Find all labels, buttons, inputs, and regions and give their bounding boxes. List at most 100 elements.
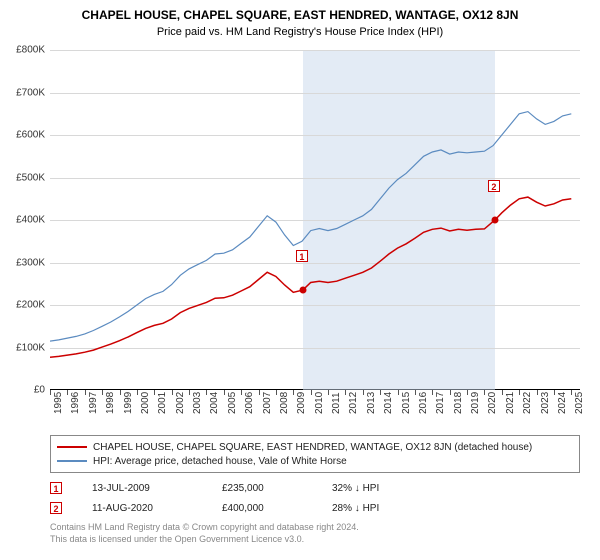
x-tick bbox=[259, 390, 260, 395]
y-axis-label: £700K bbox=[16, 87, 45, 98]
sale-marker-box-1: 1 bbox=[296, 250, 308, 262]
x-tick bbox=[537, 390, 538, 395]
sale-date-1: 13-JUL-2009 bbox=[92, 483, 192, 494]
x-axis-label: 2018 bbox=[453, 392, 464, 414]
sale-date-2: 11-AUG-2020 bbox=[92, 503, 192, 514]
x-axis-label: 2000 bbox=[140, 392, 151, 414]
footer-attribution: Contains HM Land Registry data © Crown c… bbox=[50, 522, 359, 545]
x-tick bbox=[554, 390, 555, 395]
sale-marker-box-2: 2 bbox=[488, 180, 500, 192]
x-axis-label: 1996 bbox=[70, 392, 81, 414]
x-tick bbox=[102, 390, 103, 395]
x-axis-label: 1995 bbox=[53, 392, 64, 414]
chart-title: CHAPEL HOUSE, CHAPEL SQUARE, EAST HENDRE… bbox=[0, 0, 600, 22]
x-axis-label: 2003 bbox=[192, 392, 203, 414]
x-axis-label: 2024 bbox=[557, 392, 568, 414]
sale-price-2: £400,000 bbox=[222, 503, 302, 514]
legend-swatch-property bbox=[57, 446, 87, 448]
x-axis-label: 2005 bbox=[227, 392, 238, 414]
x-tick bbox=[571, 390, 572, 395]
x-tick bbox=[450, 390, 451, 395]
x-tick bbox=[172, 390, 173, 395]
chart-subtitle: Price paid vs. HM Land Registry's House … bbox=[0, 22, 600, 38]
x-axis-label: 2015 bbox=[401, 392, 412, 414]
plot-region: 12 bbox=[50, 50, 580, 390]
legend-row-hpi: HPI: Average price, detached house, Vale… bbox=[57, 454, 573, 468]
chart-area: 12 £0£100K£200K£300K£400K£500K£600K£700K… bbox=[50, 50, 580, 420]
x-axis-label: 2008 bbox=[279, 392, 290, 414]
x-axis-label: 2020 bbox=[487, 392, 498, 414]
x-axis-label: 2012 bbox=[348, 392, 359, 414]
x-tick bbox=[363, 390, 364, 395]
x-axis-label: 1998 bbox=[105, 392, 116, 414]
x-axis-label: 2023 bbox=[540, 392, 551, 414]
x-tick bbox=[432, 390, 433, 395]
x-tick bbox=[85, 390, 86, 395]
sales-row-1: 1 13-JUL-2009 £235,000 32% ↓ HPI bbox=[50, 478, 580, 498]
x-tick bbox=[484, 390, 485, 395]
x-tick bbox=[502, 390, 503, 395]
x-tick bbox=[137, 390, 138, 395]
sales-table: 1 13-JUL-2009 £235,000 32% ↓ HPI 2 11-AU… bbox=[50, 478, 580, 518]
footer-line-2: This data is licensed under the Open Gov… bbox=[50, 534, 359, 546]
x-axis-label: 2014 bbox=[383, 392, 394, 414]
x-tick bbox=[519, 390, 520, 395]
x-tick bbox=[415, 390, 416, 395]
x-tick bbox=[241, 390, 242, 395]
x-axis-label: 2009 bbox=[296, 392, 307, 414]
y-axis-label: £200K bbox=[16, 300, 45, 311]
x-tick bbox=[224, 390, 225, 395]
x-axis-label: 1999 bbox=[123, 392, 134, 414]
sale-dot-2 bbox=[491, 217, 498, 224]
x-tick bbox=[206, 390, 207, 395]
y-axis-label: £600K bbox=[16, 130, 45, 141]
footer-line-1: Contains HM Land Registry data © Crown c… bbox=[50, 522, 359, 534]
x-axis-label: 2017 bbox=[435, 392, 446, 414]
x-axis-label: 2016 bbox=[418, 392, 429, 414]
sale-price-1: £235,000 bbox=[222, 483, 302, 494]
y-axis-label: £100K bbox=[16, 342, 45, 353]
x-axis-label: 2011 bbox=[331, 392, 342, 414]
x-axis-label: 2021 bbox=[505, 392, 516, 414]
x-tick bbox=[120, 390, 121, 395]
x-tick bbox=[154, 390, 155, 395]
x-axis-label: 2025 bbox=[574, 392, 585, 414]
sale-dot-1 bbox=[299, 287, 306, 294]
x-axis-label: 2007 bbox=[262, 392, 273, 414]
x-axis-label: 2002 bbox=[175, 392, 186, 414]
y-axis-label: £0 bbox=[34, 385, 45, 396]
x-tick bbox=[311, 390, 312, 395]
x-axis-label: 2019 bbox=[470, 392, 481, 414]
x-axis-label: 2006 bbox=[244, 392, 255, 414]
x-tick bbox=[276, 390, 277, 395]
x-tick bbox=[398, 390, 399, 395]
sale-delta-2: 28% ↓ HPI bbox=[332, 503, 432, 514]
legend-label-property: CHAPEL HOUSE, CHAPEL SQUARE, EAST HENDRE… bbox=[93, 442, 532, 453]
x-axis-label: 2022 bbox=[522, 392, 533, 414]
legend-swatch-hpi bbox=[57, 460, 87, 462]
x-tick bbox=[345, 390, 346, 395]
y-axis-label: £500K bbox=[16, 172, 45, 183]
x-tick bbox=[467, 390, 468, 395]
x-axis-label: 2013 bbox=[366, 392, 377, 414]
legend-row-property: CHAPEL HOUSE, CHAPEL SQUARE, EAST HENDRE… bbox=[57, 440, 573, 454]
x-axis-label: 2010 bbox=[314, 392, 325, 414]
x-tick bbox=[50, 390, 51, 395]
y-axis-label: £800K bbox=[16, 45, 45, 56]
x-tick bbox=[380, 390, 381, 395]
x-axis-label: 2001 bbox=[157, 392, 168, 414]
series-line-hpi bbox=[50, 112, 571, 342]
x-axis-label: 2004 bbox=[209, 392, 220, 414]
legend-box: CHAPEL HOUSE, CHAPEL SQUARE, EAST HENDRE… bbox=[50, 435, 580, 473]
chart-container: CHAPEL HOUSE, CHAPEL SQUARE, EAST HENDRE… bbox=[0, 0, 600, 560]
sales-row-2: 2 11-AUG-2020 £400,000 28% ↓ HPI bbox=[50, 498, 580, 518]
x-tick bbox=[328, 390, 329, 395]
y-axis-label: £400K bbox=[16, 215, 45, 226]
x-tick bbox=[293, 390, 294, 395]
legend-label-hpi: HPI: Average price, detached house, Vale… bbox=[93, 456, 347, 467]
sale-marker-1: 1 bbox=[50, 482, 62, 494]
x-tick bbox=[67, 390, 68, 395]
x-axis-label: 1997 bbox=[88, 392, 99, 414]
y-axis-label: £300K bbox=[16, 257, 45, 268]
sale-marker-2: 2 bbox=[50, 502, 62, 514]
